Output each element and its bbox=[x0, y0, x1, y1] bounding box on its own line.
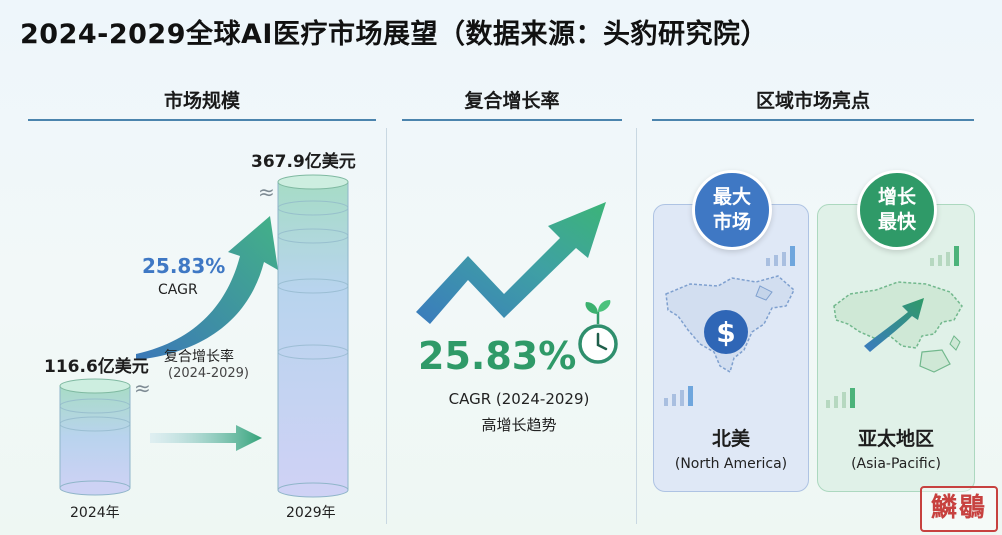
year-label-2024: 2024年 bbox=[70, 505, 120, 521]
section-underline bbox=[402, 119, 622, 121]
mini-bar-chart-icon bbox=[930, 246, 959, 266]
approx-symbol: ≈ bbox=[258, 180, 275, 204]
svg-text:$: $ bbox=[716, 316, 735, 349]
badge-text: 最快 bbox=[877, 211, 916, 233]
cagr-label-small: CAGR bbox=[158, 282, 198, 298]
cylinder-2024 bbox=[59, 378, 131, 496]
section-title-cagr: 复合增长率 bbox=[464, 90, 560, 112]
approx-symbol: ≈ bbox=[134, 376, 151, 400]
clock-sprout-icon bbox=[578, 300, 618, 364]
cagr-big-label: CAGR (2024-2029) bbox=[448, 390, 590, 408]
growth-period-label: (2024-2029) bbox=[168, 366, 250, 381]
column-divider bbox=[636, 128, 637, 524]
horizontal-arrow bbox=[150, 425, 262, 451]
badge-largest-market: 最大 市场 bbox=[692, 170, 772, 250]
badge-text: 最大 bbox=[712, 186, 751, 208]
region-name-asia-pacific: 亚太地区 bbox=[857, 428, 934, 450]
trend-zigzag-arrow bbox=[416, 202, 606, 324]
growth-rate-label: 复合增长率 bbox=[164, 349, 234, 365]
start-value-label: 116.6亿美元 bbox=[44, 357, 149, 377]
page-title: 2024-2029全球AI医疗市场展望（数据来源：头豹研究院） bbox=[20, 19, 768, 50]
north-america-map-icon: $ bbox=[665, 275, 795, 374]
end-value-label: 367.9亿美元 bbox=[251, 152, 356, 172]
watermark-seal: 鱗鶡 bbox=[920, 486, 998, 532]
badge-text: 增长 bbox=[877, 186, 916, 208]
high-growth-subtitle: 高增长趋势 bbox=[481, 416, 557, 434]
mini-bar-chart-icon bbox=[664, 386, 693, 406]
asia-pacific-map-icon bbox=[833, 281, 963, 373]
region-name-en-asia-pacific: (Asia-Pacific) bbox=[851, 456, 941, 472]
badge-text: 市场 bbox=[712, 211, 751, 233]
region-name-en-north-america: (North America) bbox=[674, 456, 788, 472]
mini-bar-chart-icon bbox=[766, 246, 795, 266]
section-title-market-size: 市场规模 bbox=[163, 90, 240, 112]
cagr-value-small: 25.83% bbox=[142, 254, 226, 278]
section-underline bbox=[652, 119, 974, 121]
cylinder-2029 bbox=[277, 174, 349, 498]
column-divider bbox=[386, 128, 387, 524]
section-underline bbox=[28, 119, 376, 121]
badge-fastest-growth: 增长 最快 bbox=[857, 170, 937, 250]
region-name-north-america: 北美 bbox=[711, 428, 750, 450]
mini-bar-chart-icon bbox=[826, 388, 855, 408]
growth-arrow-curved bbox=[136, 216, 278, 360]
year-label-2029: 2029年 bbox=[286, 505, 336, 521]
section-title-regions: 区域市场亮点 bbox=[755, 90, 870, 112]
cagr-big-value: 25.83% bbox=[418, 334, 577, 378]
